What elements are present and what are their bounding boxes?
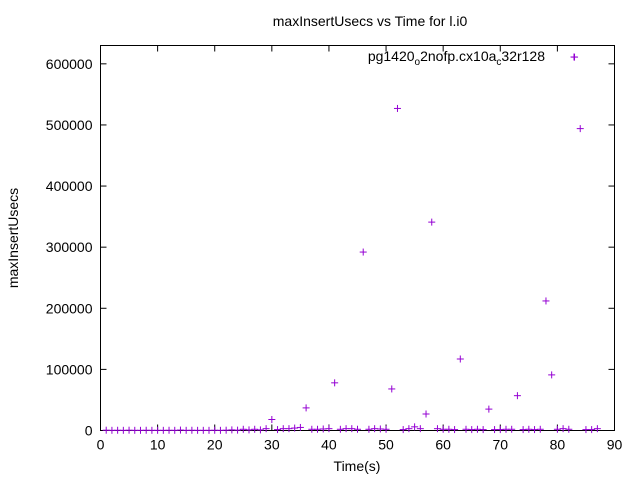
data-point xyxy=(428,218,436,226)
x-tick-label: 80 xyxy=(550,437,566,453)
x-tick-label: 60 xyxy=(435,437,451,453)
data-point xyxy=(553,425,561,433)
y-tick-label: 300000 xyxy=(46,239,93,255)
data-point xyxy=(302,404,310,412)
data-point xyxy=(451,426,459,434)
y-tick-label: 400000 xyxy=(46,178,93,194)
y-tick-label: 100000 xyxy=(46,361,93,377)
x-tick-label: 20 xyxy=(207,437,223,453)
data-point xyxy=(274,426,282,434)
y-axis-label: maxInsertUsecs xyxy=(5,188,21,288)
data-point xyxy=(508,425,516,433)
x-tick-label: 0 xyxy=(97,437,105,453)
x-axis: 0 10 20 30 40 50 60 70 80 90 xyxy=(97,45,623,453)
y-tick-label: 500000 xyxy=(46,117,93,133)
data-point xyxy=(251,425,259,433)
data-point xyxy=(348,425,356,433)
data-point xyxy=(565,425,573,433)
x-axis-label: Time(s) xyxy=(334,458,381,474)
chart-title: maxInsertUsecs vs Time for l.i0 xyxy=(273,13,468,29)
data-point xyxy=(422,410,430,418)
x-tick-label: 10 xyxy=(150,437,166,453)
y-tick-label: 600000 xyxy=(46,56,93,72)
data-point xyxy=(234,426,242,434)
x-tick-label: 30 xyxy=(264,437,280,453)
data-point xyxy=(262,425,270,433)
data-point xyxy=(588,426,596,434)
data-point xyxy=(245,426,253,434)
data-point xyxy=(285,425,293,433)
x-tick-label: 40 xyxy=(321,437,337,453)
legend-label: pg1420o2nofp.cx10ac32r128 xyxy=(368,48,545,68)
data-point xyxy=(405,425,413,433)
x-tick-label: 90 xyxy=(607,437,623,453)
data-point xyxy=(485,405,493,413)
data-point xyxy=(331,379,339,387)
x-tick-label: 50 xyxy=(378,437,394,453)
data-point xyxy=(559,425,567,433)
data-point xyxy=(411,423,419,431)
data-point xyxy=(513,392,521,400)
data-point xyxy=(479,426,487,434)
legend-marker xyxy=(570,53,578,61)
data-point xyxy=(416,425,424,433)
y-tick-label: 0 xyxy=(85,423,93,439)
data-point xyxy=(382,425,390,433)
data-point xyxy=(456,355,464,363)
data-point xyxy=(593,425,601,433)
data-point xyxy=(359,248,367,256)
data-points xyxy=(102,53,601,434)
x-tick-label: 70 xyxy=(492,437,508,453)
y-tick-label: 200000 xyxy=(46,300,93,316)
data-point xyxy=(291,424,299,432)
data-point xyxy=(399,426,407,434)
data-point xyxy=(576,125,584,133)
data-point xyxy=(536,425,544,433)
data-point xyxy=(354,425,361,433)
data-point xyxy=(388,385,396,393)
data-point xyxy=(365,425,373,433)
data-point xyxy=(325,425,333,433)
data-point xyxy=(542,297,550,305)
data-point xyxy=(239,425,247,433)
data-point xyxy=(393,104,401,112)
data-point xyxy=(433,425,441,433)
data-point xyxy=(256,426,264,434)
data-point xyxy=(296,423,304,431)
data-point xyxy=(268,416,276,423)
y-axis: 0 100000 200000 300000 400000 500000 600000 xyxy=(46,56,615,439)
plot-frame xyxy=(100,45,615,431)
data-point xyxy=(336,425,344,433)
data-point xyxy=(548,371,556,379)
